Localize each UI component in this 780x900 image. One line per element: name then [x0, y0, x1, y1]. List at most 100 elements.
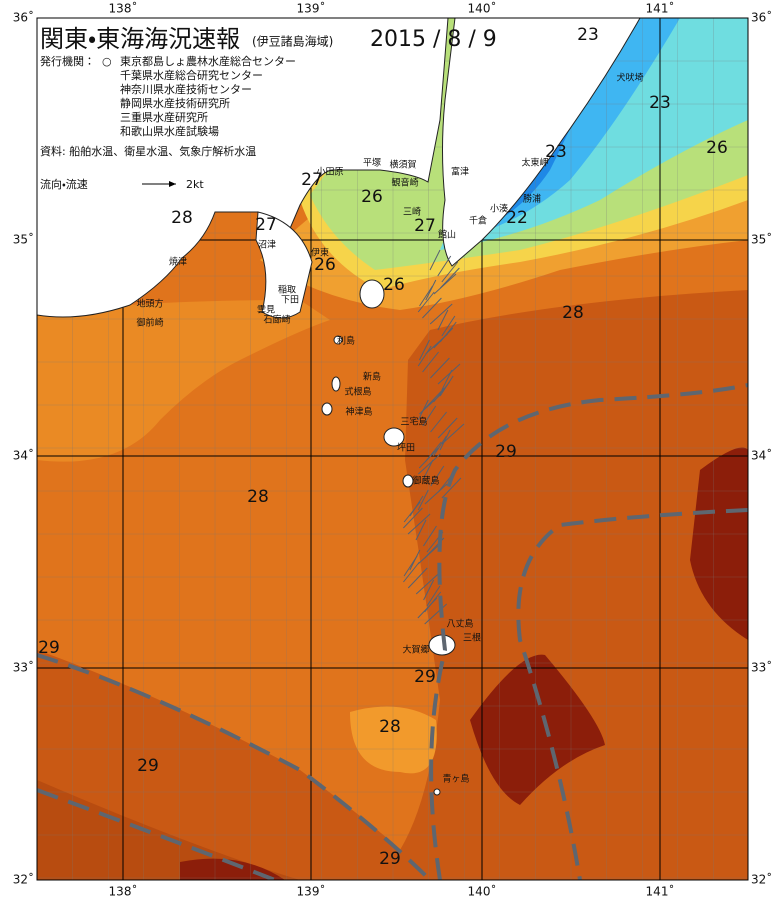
- current-arrow: [417, 399, 429, 421]
- latitude-label: 36˚: [751, 10, 772, 25]
- sea-29b: [37, 780, 300, 880]
- land-izu: [255, 211, 313, 319]
- current-arrow: [441, 477, 462, 499]
- current-arrow: [437, 363, 461, 385]
- place-name: 横須賀: [389, 159, 416, 171]
- current-arrow: [430, 411, 447, 433]
- current-arrow: [403, 561, 420, 583]
- current-arrow: [425, 387, 445, 409]
- current-arrow: [422, 351, 439, 373]
- latitude-label: 35˚: [13, 232, 34, 247]
- temperature-label: 29: [137, 756, 159, 776]
- place-name: 神津島: [345, 406, 372, 418]
- island: [321, 402, 333, 416]
- temperature-label: 26: [383, 275, 405, 295]
- current-arrow: [415, 573, 439, 595]
- sea-30: [470, 654, 605, 805]
- current-arrow: [417, 489, 429, 511]
- current-arrow: [403, 555, 418, 577]
- temperature-label: 29: [495, 442, 517, 462]
- latitude-label: 34˚: [751, 448, 772, 463]
- current-arrow: [415, 519, 427, 541]
- longitude-label: 138˚: [109, 884, 138, 899]
- current-arrow: [437, 255, 452, 277]
- place-name: 式根島: [344, 386, 371, 398]
- map-frame: [36, 17, 749, 881]
- latitude-label: 35˚: [751, 232, 772, 247]
- place-name: 小湊: [490, 203, 508, 215]
- temperature-label: 29: [414, 667, 436, 687]
- current-arrow: [422, 405, 437, 427]
- temperature-label: 26: [361, 187, 383, 207]
- land-boso: [442, 18, 641, 267]
- temperature-label: 27: [255, 215, 277, 235]
- current-arrow: [441, 369, 453, 391]
- current-arrow: [418, 339, 430, 361]
- place-name: 利島: [337, 335, 355, 347]
- current-arrow: [423, 579, 435, 601]
- current-arrow: [422, 459, 434, 481]
- current-arrow: [422, 297, 442, 319]
- current-arrow: [417, 543, 441, 565]
- source: 資料: 船舶水温、衛星水温、気象庁解析水温: [40, 144, 256, 158]
- current-arrow: [424, 603, 448, 625]
- latitude-label: 34˚: [13, 448, 34, 463]
- temperature-label: 23: [545, 142, 567, 162]
- legend-arrow-label: 2kt: [186, 178, 204, 191]
- island: [433, 788, 441, 796]
- subtitle: (伊豆諸島海域): [252, 34, 333, 49]
- current-arrow: [437, 417, 458, 439]
- place-name: 犬吠埼: [616, 72, 643, 84]
- agency-name: 和歌山県水産試験場: [120, 124, 219, 138]
- current-arrow: [424, 483, 448, 505]
- front-line: [516, 508, 748, 880]
- agency-name: 千葉県水産総合研究センター: [120, 68, 263, 82]
- place-name: 平塚: [363, 158, 381, 169]
- current-arrow: [430, 357, 450, 379]
- current-arrow: [425, 279, 437, 301]
- temperature-label: 27: [414, 216, 436, 236]
- axis-labels: 138˚ 138˚ 139˚ 139˚ 140˚ 140˚ 141˚ 141˚ 36˚ 36˚ 35…: [13, 1, 773, 899]
- temperature-label: 27: [301, 170, 323, 190]
- place-name: 地頭方: [136, 298, 163, 310]
- place-name: 館山: [438, 229, 456, 241]
- temperature-label: 23: [649, 93, 671, 113]
- place-name: 太東岬: [521, 157, 548, 169]
- place-name: 三根: [463, 632, 481, 644]
- current-arrow: [439, 267, 460, 289]
- longitude-label: 139˚: [297, 1, 326, 16]
- latitude-label: 33˚: [13, 660, 34, 675]
- temperature-label: 28: [247, 487, 269, 507]
- current-arrow: [418, 447, 439, 469]
- front-line: [37, 653, 432, 880]
- islands: [321, 279, 456, 796]
- longitude-label: 139˚: [297, 884, 326, 899]
- temperature-label: 22: [506, 208, 528, 228]
- current-arrow: [429, 249, 441, 271]
- place-name: 御蔵島: [412, 475, 439, 487]
- temperature-label: 29: [38, 638, 60, 658]
- island: [383, 427, 405, 447]
- latitude-label: 32˚: [13, 872, 34, 887]
- sea-30: [690, 447, 748, 640]
- sea-warm: [37, 300, 330, 462]
- place-name: 勝浦: [523, 193, 541, 205]
- map-area: 23 23 23 26 27 28 27 26 27 22 26 26 28 29 28 29 29 28 29 29…: [37, 18, 748, 880]
- place-name: 八丈島: [446, 618, 473, 630]
- place-name: 焼津: [169, 257, 187, 268]
- island: [359, 279, 385, 309]
- place-name: 稲取: [278, 284, 296, 296]
- place-name: 下田: [281, 295, 299, 306]
- longitude-label: 138˚: [109, 1, 138, 16]
- place-name: 三宅島: [400, 416, 427, 428]
- title: 関東・東海海況速報: [40, 25, 240, 53]
- current-arrow: [423, 525, 437, 547]
- agency-label: 発行機関：: [40, 54, 95, 68]
- current-arrow: [426, 585, 441, 607]
- current-arrow: [429, 303, 453, 325]
- temperature-label: 28: [379, 717, 401, 737]
- map-labels: 23 23 23 26 27 28 27 26 27 22 26 26 28 29 28 29 29 28 29 29…: [38, 25, 728, 869]
- current-arrow: [441, 423, 465, 445]
- agency-name: 神奈川県水産技術センター: [120, 82, 252, 96]
- current-arrow: [430, 465, 445, 487]
